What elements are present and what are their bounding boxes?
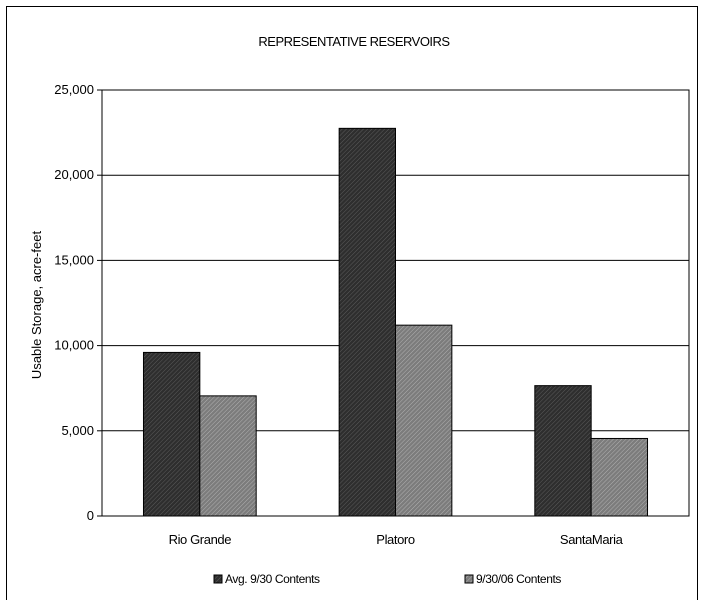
y-tick-label: 15,000: [54, 252, 94, 267]
bar-1-santamaria: [534, 385, 592, 517]
x-tick-label: Platoro: [376, 532, 415, 547]
y-tick-label: 5,000: [61, 423, 94, 438]
y-tick-label: 0: [87, 508, 94, 523]
legend-label-series-2: 9/30/06 Contents: [476, 572, 561, 586]
y-axis-ticks: 0 5,000 10,000 15,000 20,000 25,000: [54, 82, 102, 523]
x-tick-label: SantaMaria: [560, 532, 624, 547]
chart-frame: [6, 6, 698, 600]
bar-1-rio-grande: [142, 351, 201, 517]
chart-title: REPRESENTATIVE RESERVOIRS: [258, 34, 450, 49]
bar-1-platoro: [338, 127, 397, 517]
y-tick-label: 20,000: [54, 167, 94, 182]
y-tick-label: 10,000: [54, 338, 94, 353]
legend-label-series-1: Avg. 9/30 Contents: [225, 572, 320, 586]
y-tick-label: 25,000: [54, 82, 94, 97]
legend-swatch-series-2: [464, 574, 474, 584]
bars: [142, 127, 649, 517]
x-axis-ticks: Rio Grande Platoro SantaMaria: [169, 532, 624, 547]
legend-swatch-series-1: [213, 574, 223, 584]
bar-2-platoro: [395, 324, 453, 517]
x-tick-label: Rio Grande: [169, 532, 232, 547]
bar-2-rio-grande: [199, 395, 257, 517]
bar-2-santamaria: [590, 437, 649, 517]
legend: Avg. 9/30 Contents 9/30/06 Contents: [213, 572, 562, 586]
y-axis-label: Usable Storage, acre-feet: [29, 231, 44, 380]
plot-area: [101, 89, 690, 517]
